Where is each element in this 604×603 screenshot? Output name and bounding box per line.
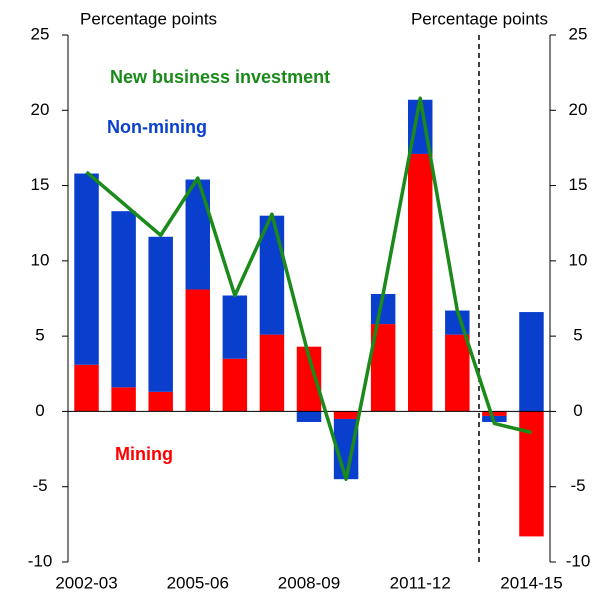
series-label: Non-mining [107, 117, 207, 137]
y-tick-label: 5 [35, 326, 44, 345]
y-tick-label: -5 [32, 476, 47, 495]
y2-tick-label: 20 [569, 100, 588, 119]
bar [333, 411, 359, 419]
x-tick-label: 2002-03 [55, 573, 117, 592]
bar [185, 179, 211, 290]
bar [445, 334, 470, 412]
y2-tick-label: 5 [573, 326, 582, 345]
series-label: New business investment [110, 67, 330, 87]
y2-tick-label: 15 [569, 175, 588, 194]
y-tick-label: -10 [28, 551, 53, 570]
y-tick-label: 15 [31, 175, 50, 194]
bar [111, 387, 136, 412]
y2-axis-label: Percentage points [411, 9, 548, 28]
x-tick-label: 2014-15 [500, 573, 562, 592]
bar [482, 411, 507, 416]
bar [519, 312, 544, 412]
x-tick-label: 2008-09 [278, 573, 340, 592]
y-axis-label: Percentage points [80, 9, 217, 28]
y-tick-label: 0 [35, 401, 44, 420]
y2-tick-label: -5 [570, 476, 585, 495]
bar [222, 358, 248, 412]
y2-tick-label: 25 [569, 24, 588, 43]
bar [407, 153, 433, 412]
bar [296, 411, 322, 422]
y2-tick-label: 0 [573, 401, 582, 420]
x-tick-label: 2005-06 [167, 573, 229, 592]
bar [148, 236, 173, 392]
bar [74, 173, 99, 365]
x-tick-label: 2011-12 [390, 573, 451, 592]
bar [259, 334, 285, 412]
bar [148, 391, 173, 412]
y-tick-label: 10 [31, 250, 50, 269]
y2-tick-label: -10 [566, 551, 591, 570]
bar [74, 364, 99, 412]
bar [185, 289, 211, 412]
series-label: Mining [115, 444, 173, 464]
bar [111, 211, 136, 388]
line [85, 96, 532, 481]
bar [222, 295, 248, 359]
y-tick-label: 25 [31, 24, 50, 43]
y2-tick-label: 10 [569, 250, 588, 269]
y-tick-label: 20 [31, 100, 50, 119]
